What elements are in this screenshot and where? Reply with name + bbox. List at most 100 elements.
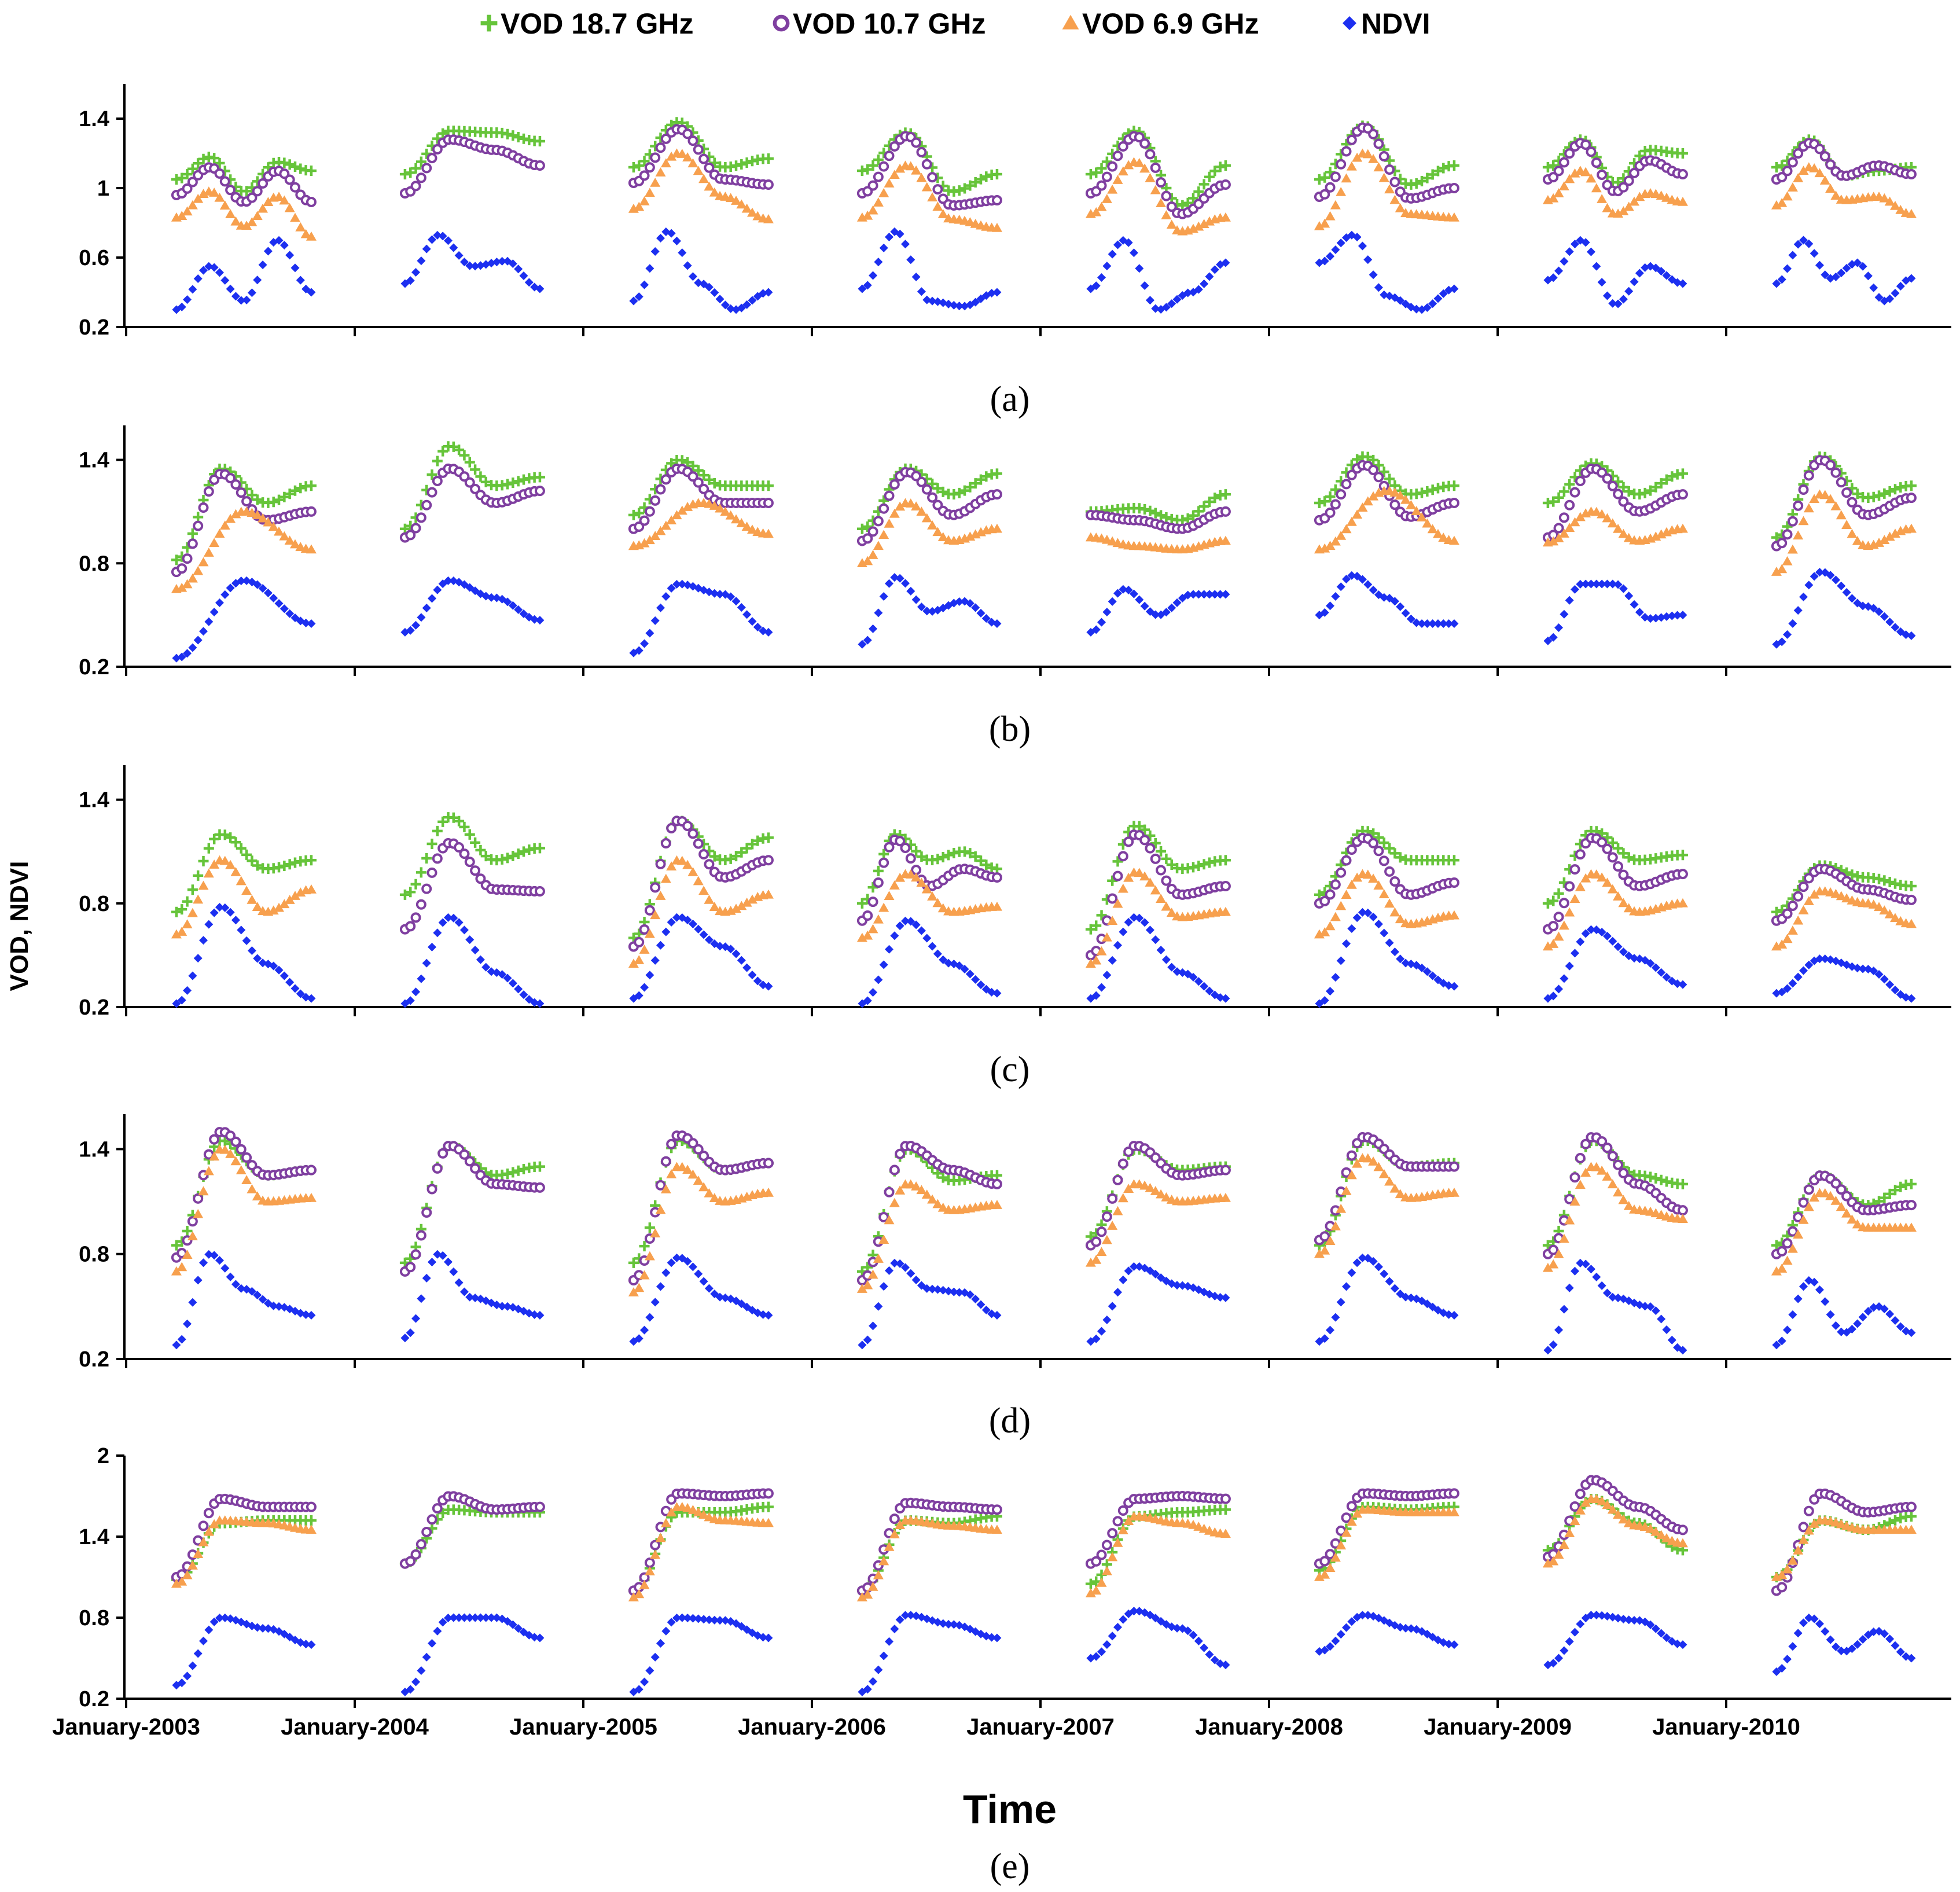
data-point [917, 602, 926, 612]
data-point [215, 598, 224, 608]
data-point [306, 506, 317, 517]
data-point [1841, 1208, 1852, 1218]
data-point [502, 128, 513, 139]
data-point [1336, 901, 1347, 910]
data-point [1150, 162, 1161, 173]
data-point [655, 1180, 666, 1191]
data-point [410, 163, 421, 174]
data-point [933, 1285, 942, 1294]
data-point [530, 615, 539, 624]
data-point [1580, 139, 1591, 150]
data-point [198, 880, 209, 890]
data-point [241, 496, 252, 507]
data-point [1548, 536, 1559, 546]
data-point [1788, 1642, 1797, 1651]
data-point [1336, 238, 1345, 248]
data-point [1395, 852, 1406, 863]
data-point [1373, 832, 1384, 843]
data-point [1389, 194, 1400, 204]
data-point [296, 275, 305, 285]
data-point [1325, 507, 1336, 518]
data-point [1777, 939, 1788, 949]
data-point [1591, 869, 1602, 879]
data-point [1837, 1646, 1846, 1655]
data-point [1602, 203, 1613, 212]
data-point [856, 1592, 867, 1601]
data-point [1586, 173, 1597, 183]
data-point [268, 497, 279, 508]
data-point [1189, 1630, 1198, 1640]
data-point [230, 479, 241, 490]
data-point [634, 991, 643, 1000]
data-point [753, 623, 762, 632]
data-point [634, 1685, 643, 1694]
data-point [874, 975, 883, 984]
data-point [639, 945, 650, 954]
data-point [263, 1624, 273, 1633]
data-point [1389, 1183, 1400, 1193]
data-point [991, 1524, 1002, 1534]
data-point [981, 471, 992, 482]
data-point [1542, 941, 1553, 951]
data-point [177, 1335, 186, 1344]
data-point [1341, 1527, 1352, 1537]
data-point [1091, 1652, 1101, 1661]
data-point [1896, 1322, 1905, 1331]
data-point [1662, 972, 1671, 982]
data-point [1123, 1516, 1134, 1525]
data-point [720, 1293, 730, 1302]
data-point [1145, 1266, 1154, 1276]
data-point [1156, 846, 1167, 857]
data-point [906, 255, 915, 264]
data-point [1204, 496, 1215, 507]
data-point [736, 901, 747, 910]
data-point [432, 144, 443, 155]
data-point [639, 515, 650, 526]
data-point [279, 860, 290, 871]
data-point [1896, 281, 1905, 291]
data-point [465, 261, 475, 270]
data-point [508, 477, 519, 488]
data-point [199, 266, 208, 275]
data-point [1097, 618, 1106, 627]
data-point [1907, 1328, 1916, 1338]
y-tick-label: 1.4 [79, 107, 109, 131]
data-point [1091, 1334, 1101, 1343]
data-point [1548, 895, 1559, 906]
data-point [1325, 211, 1336, 221]
data-point [443, 913, 453, 922]
data-point [1182, 197, 1193, 208]
series [171, 122, 1917, 219]
data-point [176, 904, 187, 915]
data-point [1837, 1327, 1846, 1336]
data-point [465, 1613, 475, 1622]
data-point [1782, 1238, 1793, 1249]
data-point [1542, 1262, 1553, 1272]
data-point [1220, 1193, 1231, 1202]
data-point [1793, 606, 1803, 615]
data-point [1782, 191, 1793, 201]
data-point [1325, 889, 1336, 900]
data-point [1869, 1628, 1878, 1637]
data-point [1101, 1566, 1112, 1575]
data-point [709, 902, 720, 911]
data-point [1804, 960, 1814, 969]
data-point [655, 1533, 666, 1542]
data-point [1368, 491, 1379, 501]
data-point [1891, 985, 1900, 994]
data-point [284, 859, 295, 870]
data-point [944, 958, 953, 968]
data-point [1847, 1325, 1856, 1334]
data-point [1889, 878, 1900, 889]
data-point [699, 1277, 708, 1286]
data-point [1902, 630, 1911, 640]
data-point [1117, 1193, 1128, 1203]
data-point [1325, 182, 1336, 193]
data-point [856, 898, 867, 909]
data-point [1618, 869, 1629, 880]
data-point [1597, 828, 1608, 839]
data-point [534, 1161, 545, 1172]
data-point [693, 477, 704, 488]
data-point [289, 539, 300, 549]
data-point [1810, 249, 1819, 258]
